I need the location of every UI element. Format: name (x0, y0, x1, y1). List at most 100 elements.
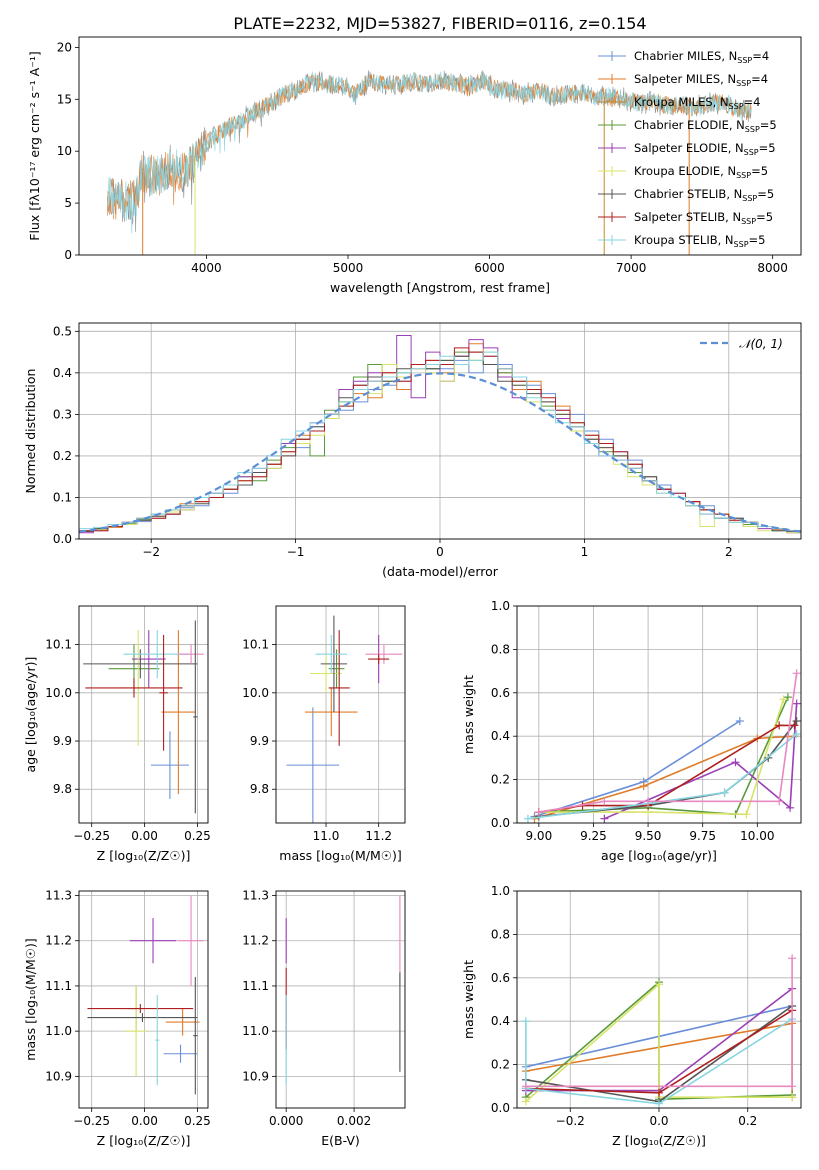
x-tick-label: 0.0 (649, 1114, 668, 1128)
x-tick-label: 0.2 (738, 1114, 757, 1128)
legend-label: Kroupa STELIB, NSSP=5 (634, 233, 765, 249)
legend-label: Kroupa ELODIE, NSSP=5 (634, 164, 768, 180)
x-tick-label: −0.2 (556, 1114, 585, 1128)
axes-frame (78, 890, 209, 1109)
y-tick-label: 15 (57, 92, 72, 106)
y-axis-label: mass weight (461, 960, 476, 1039)
y-axis-label: age [log₁₀(age/yr)] (23, 657, 38, 773)
plot-content (83, 620, 204, 814)
axes-frame (78, 36, 802, 256)
x-tick-label: −1 (287, 545, 305, 559)
y-tick-label: 10.0 (242, 686, 269, 700)
legend-subscript: SSP (737, 56, 752, 65)
y-tick-label: 10.1 (45, 638, 72, 652)
y-tick-label: 11.3 (45, 889, 72, 903)
y-tick-label: 0.2 (53, 449, 72, 463)
x-tick-label: 2 (725, 545, 733, 559)
y-tick-label: 0.1 (53, 490, 72, 504)
legend-subscript: SSP (736, 171, 751, 180)
weight-line-kroupa_stelib (527, 733, 798, 820)
y-tick-label: 0.3 (53, 407, 72, 421)
y-tick-label: 0.0 (491, 1101, 510, 1115)
x-tick-label: 9.25 (580, 829, 607, 843)
legend-label: Chabrier MILES, NSSP=4 (634, 49, 769, 65)
y-tick-label: 0.4 (491, 1014, 510, 1028)
y-tick-label: 0.2 (491, 1058, 510, 1072)
weight-line-kroupa_elodie (538, 699, 785, 816)
x-tick-label: 11.2 (365, 829, 392, 843)
x-axis-label: (data-model)/error (382, 564, 499, 579)
y-tick-label: 1.0 (491, 599, 510, 613)
axes-frame (516, 605, 802, 824)
y-tick-label: 0.4 (53, 366, 72, 380)
legend: 𝒩(0, 1) (700, 337, 783, 351)
y-tick-label: 0.6 (491, 971, 510, 985)
weight-line-salpeter_miles (534, 735, 795, 820)
y-tick-label: 10.9 (242, 1069, 269, 1083)
plot-content (285, 895, 401, 1086)
weight-line-salpeter_elodie (604, 703, 798, 820)
legend-value: =4 (751, 72, 768, 86)
y-tick-label: 9.9 (250, 734, 269, 748)
panel-age_vs_Z: −0.25 0.00 0.25 9.8 9.9 10.0 10.1 Z [log₁₀(Z/Z☉… (23, 605, 211, 863)
y-tick-label: 0.8 (491, 642, 510, 656)
legend-label: Kroupa MILES, NSSP=4 (634, 95, 760, 111)
legend-label: Chabrier ELODIE, NSSP=5 (634, 118, 777, 134)
y-tick-label: 10.0 (45, 686, 72, 700)
axes-frame (275, 605, 406, 824)
y-tick-label: 9.8 (250, 782, 269, 796)
y-tick-label: 9.9 (53, 734, 72, 748)
y-tick-label: 11.0 (242, 1024, 269, 1038)
x-tick-label: 10.00 (740, 829, 774, 843)
legend-label: 𝒩(0, 1) (739, 337, 783, 351)
x-tick-label: 0.00 (131, 1114, 158, 1128)
y-tick-label: 0.0 (491, 816, 510, 830)
x-axis-label: wavelength [Angstrom, rest frame] (330, 280, 550, 295)
plot-content (106, 70, 752, 255)
x-axis-label: Z [log₁₀(Z/Z☉)] (97, 848, 191, 863)
x-tick-label: 1 (581, 545, 589, 559)
y-tick-label: 10.9 (45, 1069, 72, 1083)
y-tick-label: 0.8 (491, 927, 510, 941)
legend-subscript: SSP (742, 194, 757, 203)
x-tick-label: 9.00 (525, 829, 552, 843)
panel-residuals: −2 −1 0 1 2 0.0 0.1 0.2 0.3 0.4 0.5 (data-model)/er… (23, 322, 802, 579)
x-axis-label: mass [log₁₀(M/M☉)] (279, 848, 401, 863)
legend-value: =5 (759, 141, 776, 155)
spectrum-line-kroupa_stelib (106, 71, 752, 234)
y-tick-label: 0.2 (491, 773, 510, 787)
y-tick-label: 0.0 (53, 532, 72, 546)
legend-subscript: SSP (736, 79, 751, 88)
x-tick-label: 5000 (333, 261, 364, 275)
panel-weights_vs_Z: −0.2 0.0 0.2 0.0 0.2 0.4 0.6 0.8 1.0 Z [log₁₀(Z/Z… (461, 884, 802, 1148)
y-tick-label: 11.1 (242, 979, 269, 993)
x-tick-label: 9.50 (635, 829, 662, 843)
legend-subscript: SSP (745, 125, 760, 134)
figure-title: PLATE=2232, MJD=53827, FIBERID=0116, z=0… (233, 14, 646, 33)
y-tick-label: 0.5 (53, 324, 72, 338)
plot-content (286, 615, 403, 823)
y-axis-label: mass [log₁₀(M/M☉)] (23, 938, 38, 1060)
legend-value: =5 (757, 187, 774, 201)
gaussian-curve (79, 372, 801, 533)
y-axis-label: Flux [fλ10⁻¹⁷ erg cm⁻² s⁻¹ A⁻¹] (27, 51, 42, 240)
axes-frame (516, 890, 802, 1109)
x-axis-label: age [log₁₀(age/yr)] (601, 848, 717, 863)
y-tick-label: 1.0 (491, 884, 510, 898)
x-tick-label: 8000 (757, 261, 788, 275)
axes-frame (78, 605, 209, 824)
x-tick-label: 0.002 (337, 1114, 371, 1128)
y-tick-label: 0.4 (491, 729, 510, 743)
legend-label: Salpeter ELODIE, NSSP=5 (634, 141, 776, 157)
y-tick-label: 11.3 (242, 889, 269, 903)
x-axis-label: Z [log₁₀(Z/Z☉)] (612, 1133, 706, 1148)
y-tick-label: 11.1 (45, 979, 72, 993)
legend-value: =5 (756, 210, 773, 224)
x-tick-label: 4000 (191, 261, 222, 275)
legend-subscript: SSP (729, 102, 744, 111)
legend-label: Salpeter MILES, NSSP=4 (634, 72, 768, 88)
histogram-kroupa_stelib (79, 351, 801, 539)
x-tick-label: −0.25 (73, 1114, 110, 1128)
panel-mass_vs_EBV: 0.000 0.002 10.9 11.0 11.1 11.2 11.3 E(B-V) (242, 889, 406, 1148)
